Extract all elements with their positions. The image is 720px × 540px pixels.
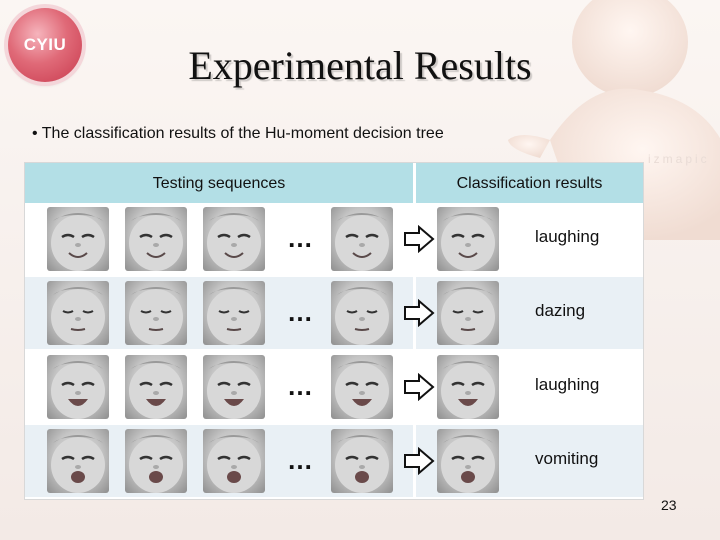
sequence-frame-image (125, 429, 187, 493)
ellipsis-marker: … (287, 371, 313, 401)
header-classification-results: Classification results (456, 175, 603, 192)
sequence-frame-image (331, 355, 393, 419)
sequence-frame-image (125, 355, 187, 419)
sequence-frame-image (331, 207, 393, 271)
bullet-marker: • (32, 125, 42, 142)
sequence-frame-image (203, 429, 265, 493)
bullet-point: • The classification results of the Hu-m… (32, 125, 444, 143)
result-frame-image (437, 355, 499, 419)
results-table: Testing sequences Classification results… (24, 162, 644, 500)
result-frame-image (437, 207, 499, 271)
table-row: … dazing (25, 277, 643, 349)
ellipsis-marker: … (287, 445, 313, 475)
classification-label: dazing (535, 301, 586, 320)
sequence-frame-image (47, 355, 109, 419)
classification-label: vomiting (535, 449, 599, 468)
ellipsis-marker: … (287, 297, 313, 327)
background-watermark: izmapic (648, 152, 710, 166)
page-number: 23 (661, 497, 677, 513)
sequence-frame-image (47, 429, 109, 493)
ellipsis-marker: … (287, 223, 313, 253)
sequence-frame-image (125, 281, 187, 345)
sequence-frame-image (203, 281, 265, 345)
sequence-frame-image (125, 207, 187, 271)
logo-text: CYIU (23, 34, 67, 54)
university-logo: CYIU (8, 8, 82, 82)
sequence-frame-image (203, 207, 265, 271)
sequence-frame-image (331, 281, 393, 345)
right-arrow-icon (403, 224, 435, 254)
sequence-frame-image (331, 429, 393, 493)
classification-label: laughing (535, 227, 600, 246)
right-arrow-icon (403, 298, 435, 328)
header-testing-sequences: Testing sequences (152, 175, 286, 192)
right-arrow-icon (403, 372, 435, 402)
result-frame-image (437, 429, 499, 493)
result-frame-image (437, 281, 499, 345)
table-header: Testing sequences Classification results (25, 163, 643, 203)
table-row: … laughing (25, 203, 643, 275)
table-row: … vomiting (25, 425, 643, 497)
sequence-frame-image (47, 207, 109, 271)
slide-title: Experimental Results (188, 43, 532, 88)
sequence-frame-image (203, 355, 265, 419)
bullet-text: The classification results of the Hu-mom… (41, 125, 444, 142)
classification-label: laughing (535, 375, 600, 394)
table-row: … laughing (25, 351, 643, 423)
right-arrow-icon (403, 446, 435, 476)
sequence-frame-image (47, 281, 109, 345)
header-divider (413, 163, 416, 203)
